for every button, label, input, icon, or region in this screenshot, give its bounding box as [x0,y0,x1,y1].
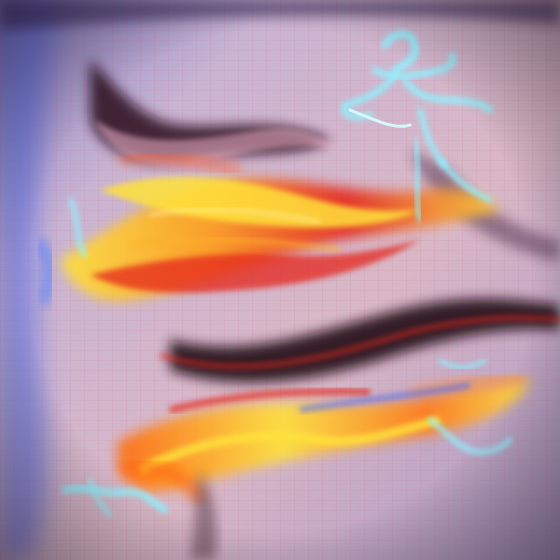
painting-svg [0,0,560,560]
abstract-painting [0,0,560,560]
vignette [0,0,560,560]
